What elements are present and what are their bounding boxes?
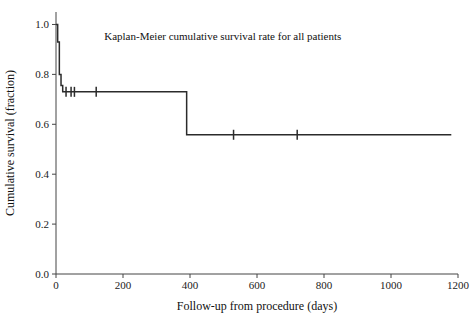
y-tick <box>52 24 56 25</box>
x-tick-label: 1200 <box>447 279 470 291</box>
y-tick <box>52 224 56 225</box>
censor-mark <box>233 130 235 140</box>
x-tick <box>458 274 459 278</box>
x-tick <box>391 274 392 278</box>
x-tick <box>257 274 258 278</box>
y-tick <box>52 174 56 175</box>
title: Kaplan-Meier cumulative survival rate fo… <box>104 30 341 42</box>
y-tick <box>52 124 56 125</box>
x-tick-label: 600 <box>249 279 266 291</box>
y-tick <box>52 274 56 275</box>
x-tick-label: 800 <box>316 279 333 291</box>
censor-mark <box>74 87 76 97</box>
y-tick-label: 0.6 <box>35 118 49 130</box>
x-tick <box>123 274 124 278</box>
x-tick-label: 1000 <box>380 279 403 291</box>
censor-mark <box>65 87 67 97</box>
x-tick <box>56 274 57 278</box>
chart: 0 200 400 600 800 1000 1200 0.0 0.2 0.4 0.6 0.8 1.0 F… <box>0 0 474 318</box>
survival-line <box>56 24 451 134</box>
censor-mark <box>70 87 72 97</box>
x-axis-label: Follow-up from procedure (days) <box>177 299 337 313</box>
x-tick <box>190 274 191 278</box>
x-tick-label: 400 <box>182 279 199 291</box>
y-tick-label: 0.0 <box>35 268 49 280</box>
censor-mark <box>296 130 298 140</box>
y-tick-label: 0.2 <box>35 218 49 230</box>
x-tick-label: 0 <box>53 279 59 291</box>
plot-area <box>56 24 451 139</box>
y-axis-label: Cumulative survival (fraction) <box>3 70 17 216</box>
censor-mark <box>95 87 97 97</box>
x-tick-label: 200 <box>115 279 132 291</box>
y-axis-line <box>56 12 57 274</box>
y-tick <box>52 74 56 75</box>
y-tick-label: 0.4 <box>35 168 49 180</box>
y-tick-label: 1.0 <box>35 18 49 30</box>
y-tick-label: 0.8 <box>35 68 49 80</box>
x-tick <box>324 274 325 278</box>
